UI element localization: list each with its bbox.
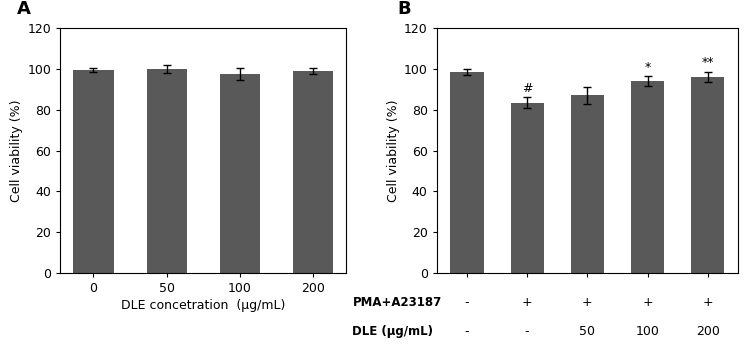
Text: -: - [525,325,529,338]
Text: 50: 50 [579,325,596,338]
Bar [450,72,483,273]
Bar [147,69,187,273]
Text: B: B [398,0,411,18]
Text: +: + [522,296,532,309]
Bar [691,77,724,273]
Bar [631,81,664,273]
Text: **: ** [702,56,714,69]
Text: A: A [17,0,31,18]
Text: +: + [703,296,713,309]
Text: 200: 200 [696,325,720,338]
Text: DLE (μg/mL): DLE (μg/mL) [352,325,434,338]
Text: +: + [582,296,593,309]
Text: PMA+A23187: PMA+A23187 [352,296,442,309]
Text: -: - [465,325,469,338]
Bar [73,70,114,273]
Text: -: - [465,296,469,309]
Text: *: * [645,61,651,74]
Text: +: + [642,296,653,309]
Text: 100: 100 [636,325,660,338]
X-axis label: DLE concetration  (μg/mL): DLE concetration (μg/mL) [121,299,285,312]
Y-axis label: Cell viability (%): Cell viability (%) [387,99,400,202]
Bar [571,95,604,273]
Bar [511,103,544,273]
Y-axis label: Cell viability (%): Cell viability (%) [11,99,23,202]
Bar [220,74,260,273]
Bar [293,71,334,273]
Text: #: # [522,82,532,95]
